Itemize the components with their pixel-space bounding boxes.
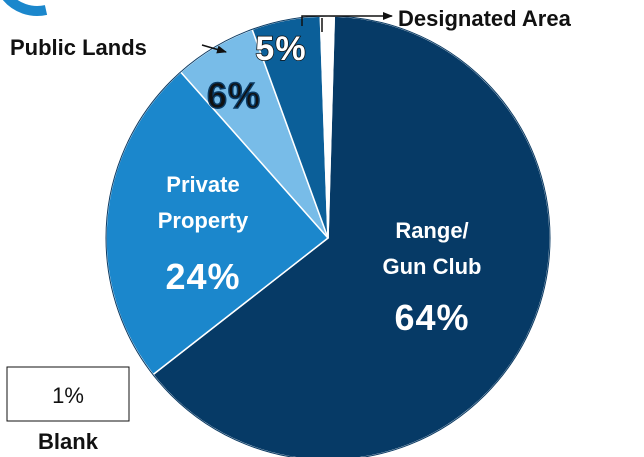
blank-value: 1% — [52, 383, 84, 408]
blank-value-box — [6, 366, 130, 422]
slice-label-range: Range/ Gun Club 64% — [383, 218, 482, 338]
ext-label-designated-area: Designated Area — [398, 6, 572, 31]
leader-arrow-public-lands — [201, 44, 227, 54]
slice-name-range-line1: Range/ — [395, 218, 468, 243]
slice-value-public: 6% — [207, 75, 261, 116]
slice-value-designated: 5% — [255, 30, 306, 68]
leader-arrow-designated-area — [301, 12, 393, 26]
slice-name-range-line2: Gun Club — [383, 254, 482, 279]
slice-name-private-line1: Private — [166, 172, 239, 197]
slice-value-private: 24% — [165, 256, 240, 297]
slice-name-private-line2: Property — [158, 208, 249, 233]
slice-value-range: 64% — [394, 297, 469, 338]
corner-arc-decoration — [2, 0, 48, 16]
slice-label-private: Private Property 24% — [158, 172, 249, 297]
blank-label: Blank — [38, 429, 99, 454]
pie-slices — [105, 15, 551, 457]
ext-label-public-lands: Public Lands — [10, 35, 147, 60]
